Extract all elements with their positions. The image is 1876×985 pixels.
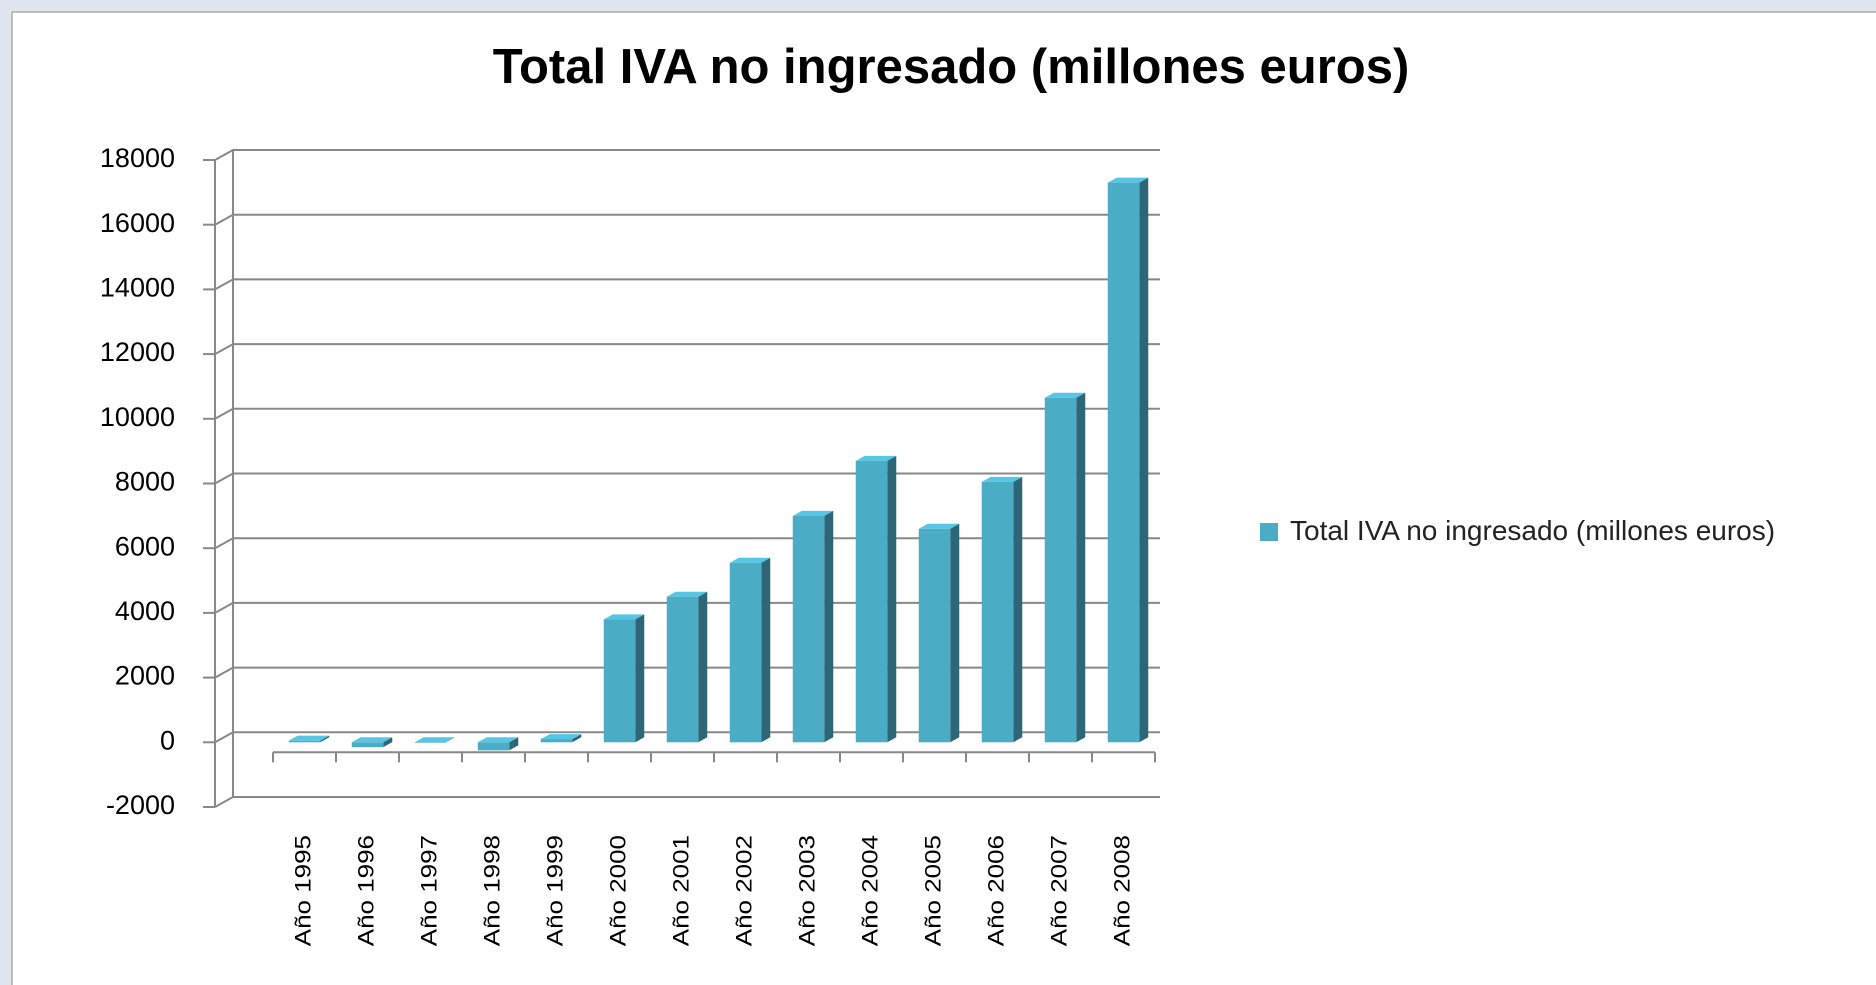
bar-front [1044, 397, 1077, 743]
bar [918, 523, 960, 743]
bar-top [1107, 177, 1149, 183]
chart-title: Total IVA no ingresado (millones euros) [493, 40, 1410, 94]
y-tick-label: 18000 [100, 143, 175, 173]
y-tick-label: 10000 [100, 402, 175, 432]
y-tick-label: -2000 [106, 790, 175, 820]
y-tick-label: 4000 [115, 596, 175, 626]
x-tick-label: Año 2001 [669, 835, 694, 946]
bar-side [635, 614, 645, 743]
bar-top [918, 523, 960, 529]
x-tick-label: Año 2007 [1047, 835, 1072, 946]
x-tick-label: Año 2004 [858, 835, 883, 946]
x-tick-label: Año 2000 [606, 835, 631, 946]
x-tick-label: Año 2005 [921, 835, 946, 946]
y-tick-label: 16000 [100, 208, 175, 238]
bar-front [792, 515, 825, 743]
bar [477, 737, 519, 751]
bar-top [729, 557, 771, 563]
bar-top [288, 735, 330, 741]
bar [981, 476, 1023, 743]
bar [540, 734, 582, 743]
bar [792, 510, 834, 743]
bar-front [414, 742, 447, 743]
bar-top [855, 455, 897, 461]
bar-top [351, 737, 393, 743]
bar-side [509, 737, 519, 751]
grid-line [214, 407, 1160, 420]
bar-side [320, 735, 330, 743]
bar-side [1076, 392, 1086, 743]
bar-top [1044, 392, 1086, 398]
bar-front [603, 619, 636, 743]
y-tick-label: 8000 [115, 467, 175, 497]
bar-side [824, 510, 834, 743]
bar-side [698, 591, 708, 743]
bar-front [855, 460, 888, 743]
x-tick-label: Año 2006 [984, 835, 1009, 946]
y-tick-label: 12000 [100, 337, 175, 367]
x-tick-label: Año 2002 [732, 835, 757, 946]
y-tick-label: 0 [160, 725, 175, 755]
bar-front [477, 742, 510, 751]
bar [1044, 392, 1086, 743]
x-tick-label: Año 1999 [543, 835, 568, 946]
legend-label: Total IVA no ingresado (millones euros) [1290, 515, 1776, 546]
grid-line [214, 796, 1160, 808]
grid-line [214, 343, 1160, 355]
bar [855, 455, 897, 743]
bar-side [1139, 177, 1149, 743]
grid-line [214, 278, 1160, 291]
x-tick-label: Año 1997 [417, 835, 442, 946]
bar-front [918, 528, 951, 743]
grid-line [214, 213, 1160, 226]
bar-side [887, 455, 897, 743]
x-tick-label: Año 2008 [1110, 835, 1135, 946]
bar-front [351, 742, 384, 748]
grid-line [214, 149, 1160, 161]
y-tick-label: 2000 [115, 661, 175, 691]
bar [288, 735, 330, 743]
bar-side [761, 557, 771, 743]
bar-side [572, 734, 582, 743]
legend-swatch [1260, 523, 1278, 541]
legend: Total IVA no ingresado (millones euros) [1260, 513, 1870, 549]
bar-side [383, 737, 393, 748]
bar-front [981, 481, 1014, 743]
bar-top [666, 591, 708, 597]
x-tick-label: Año 1995 [291, 835, 316, 946]
x-tick-label: Año 1996 [354, 835, 379, 946]
bar [351, 737, 393, 748]
y-tick-label: 14000 [100, 273, 175, 303]
bar-front [288, 740, 321, 743]
bar [414, 737, 456, 743]
bar-top [414, 737, 456, 743]
frame-left [0, 0, 12, 985]
bar-top [792, 510, 834, 516]
bar-front [1107, 182, 1140, 743]
bar [729, 557, 771, 743]
bar-front [729, 562, 762, 743]
bar-top [603, 614, 645, 620]
bar-top [477, 737, 519, 743]
bar-side [950, 523, 960, 743]
x-tick-label: Año 1998 [480, 835, 505, 946]
bar [666, 591, 708, 743]
x-tick-label: Año 2003 [795, 835, 820, 946]
bar-front [540, 739, 573, 743]
bar-top [981, 476, 1023, 482]
bar-front [666, 596, 699, 743]
frame-top [0, 0, 1876, 12]
y-tick-label: 6000 [115, 531, 175, 561]
bar [603, 614, 645, 743]
bar-top [540, 734, 582, 740]
bar [1107, 177, 1149, 743]
bar-side [1013, 476, 1023, 743]
